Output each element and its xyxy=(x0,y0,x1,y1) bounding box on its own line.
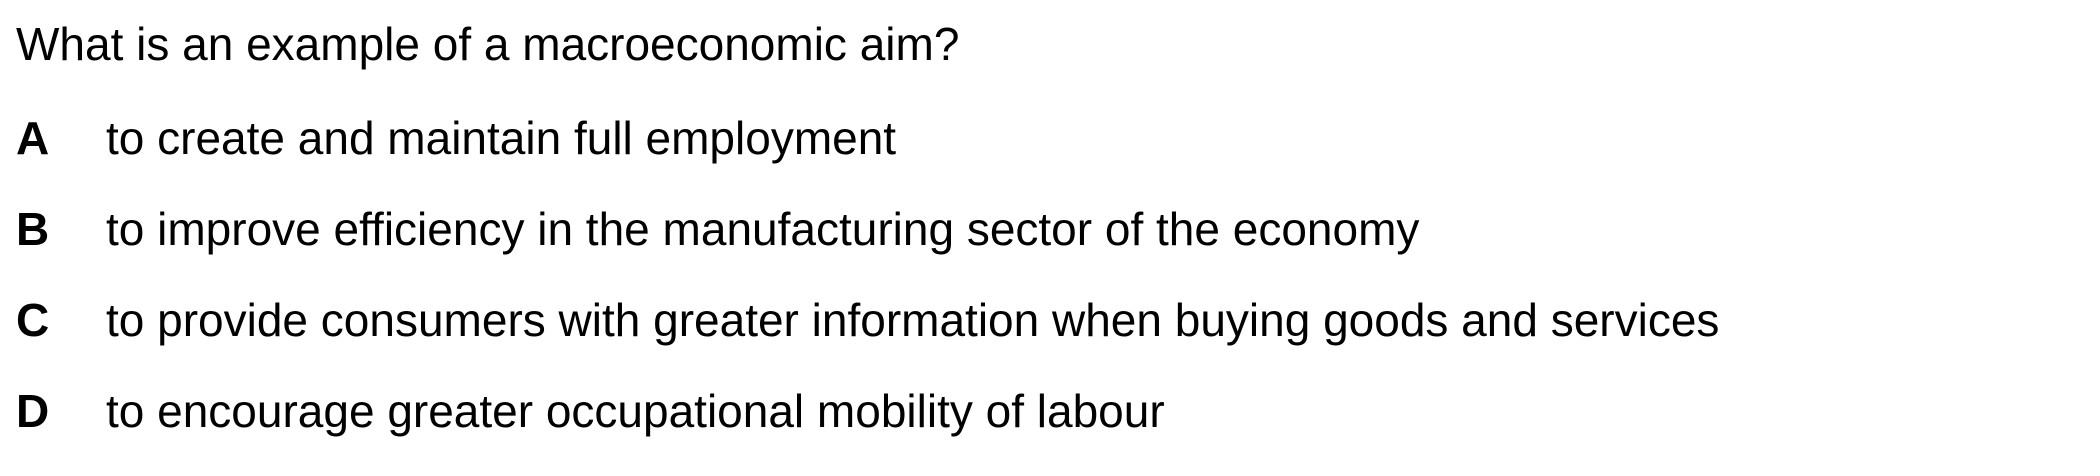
option-text: to improve efficiency in the manufacturi… xyxy=(106,203,1420,255)
option-letter: C xyxy=(16,294,50,346)
option-text: to encourage greater occupational mobili… xyxy=(106,385,1165,437)
answer-option-a: A to create and maintain full employment xyxy=(16,112,1719,203)
answer-option-d: D to encourage greater occupational mobi… xyxy=(16,385,1719,476)
option-letter: D xyxy=(16,385,50,437)
option-text: to provide consumers with greater inform… xyxy=(106,294,1720,346)
option-letter: A xyxy=(16,112,50,164)
answer-options-list: A to create and maintain full employment… xyxy=(16,112,1719,476)
option-text: to create and maintain full employment xyxy=(106,112,897,164)
answer-option-b: B to improve efficiency in the manufactu… xyxy=(16,203,1719,294)
question-text: What is an example of a macroeconomic ai… xyxy=(16,18,960,70)
option-letter: B xyxy=(16,203,50,255)
answer-option-c: C to provide consumers with greater info… xyxy=(16,294,1719,385)
